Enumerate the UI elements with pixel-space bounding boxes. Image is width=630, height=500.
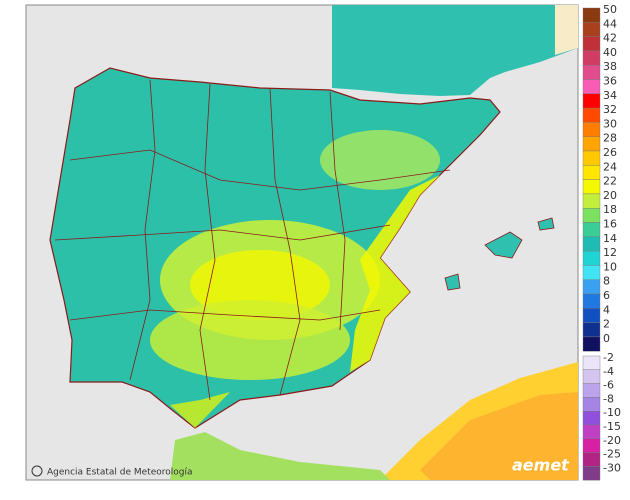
legend-label: 30 xyxy=(603,117,617,130)
legend-swatch xyxy=(582,466,601,481)
legend-swatch xyxy=(582,107,601,123)
legend-swatch xyxy=(582,355,601,371)
legend-label: 34 xyxy=(603,89,617,102)
france-east xyxy=(555,5,578,55)
legend-swatch xyxy=(582,136,601,152)
morocco xyxy=(170,432,390,480)
legend-label: 6 xyxy=(603,289,610,302)
legend-swatch xyxy=(582,250,601,266)
france xyxy=(332,5,578,96)
legend-swatch xyxy=(582,265,601,280)
legend-label: 18 xyxy=(603,203,617,216)
legend-swatch xyxy=(582,438,601,453)
legend-swatch xyxy=(582,452,601,467)
legend-swatch xyxy=(582,36,601,52)
legend-swatch xyxy=(582,150,601,166)
legend-swatch xyxy=(582,122,601,137)
legend-label: 22 xyxy=(603,175,617,188)
legend-label: 4 xyxy=(603,303,610,316)
legend-label: -20 xyxy=(603,434,621,447)
legend-swatch xyxy=(582,279,601,295)
legend-label: 26 xyxy=(603,146,617,159)
legend-swatch xyxy=(582,179,601,195)
legend-label: 50 xyxy=(603,3,617,16)
map: Agencia Estatal de Meteorología aemet xyxy=(25,4,579,481)
legend-label: 32 xyxy=(603,103,617,116)
ibiza xyxy=(444,273,461,291)
legend-label: -8 xyxy=(603,392,614,405)
legend-swatch xyxy=(582,64,601,80)
legend-swatch xyxy=(582,411,601,426)
copyright-icon xyxy=(31,465,43,477)
legend-label: 44 xyxy=(603,17,617,30)
legend-label: 8 xyxy=(603,275,610,288)
legend-swatch xyxy=(582,424,601,440)
legend-swatch xyxy=(582,207,601,223)
africa-hot xyxy=(420,392,578,480)
logo: aemet xyxy=(512,456,570,475)
legend-label: 42 xyxy=(603,32,617,45)
legend-label: 40 xyxy=(603,46,617,59)
legend-swatch xyxy=(582,93,601,109)
legend-label: -15 xyxy=(603,420,621,433)
legend-swatch xyxy=(582,50,601,66)
legend-swatch xyxy=(582,369,601,384)
east-coast xyxy=(350,175,440,372)
legend-swatch xyxy=(582,222,601,238)
legend-label: 38 xyxy=(603,60,617,73)
legend-label: -6 xyxy=(603,379,614,392)
legend-label: 20 xyxy=(603,189,617,202)
legend-swatch xyxy=(582,22,601,37)
legend-swatch xyxy=(582,293,601,309)
legend-label: 36 xyxy=(603,75,617,88)
legend-swatch xyxy=(582,383,601,398)
cadiz-warm xyxy=(170,392,230,428)
legend-label: 12 xyxy=(603,246,617,259)
legend-label: 16 xyxy=(603,218,617,231)
legend-label: 28 xyxy=(603,132,617,145)
legend-label: 24 xyxy=(603,160,617,173)
legend-label: -10 xyxy=(603,406,621,419)
legend-swatch xyxy=(582,79,601,95)
legend-swatch xyxy=(582,7,601,23)
legend-swatch xyxy=(582,336,601,352)
mallorca xyxy=(484,231,523,259)
legend-label: 2 xyxy=(603,318,610,331)
legend-label: 0 xyxy=(603,332,610,345)
legend-label: -4 xyxy=(603,365,614,378)
legend-swatch xyxy=(582,165,601,180)
legend: 5044424038363432302826242220181614121086… xyxy=(582,3,621,481)
legend-swatch xyxy=(582,322,601,338)
ebro-valley xyxy=(320,130,440,190)
legend-swatch xyxy=(582,193,601,209)
province-borders xyxy=(54,79,451,401)
legend-label: -2 xyxy=(603,351,614,364)
legend-label: -30 xyxy=(603,461,621,474)
legend-swatch xyxy=(582,397,601,412)
menorca xyxy=(537,217,555,231)
legend-swatch xyxy=(582,308,601,323)
legend-label: -25 xyxy=(603,448,621,461)
legend-swatch xyxy=(582,236,601,252)
legend-label: 10 xyxy=(603,260,617,273)
credit: Agencia Estatal de Meteorología xyxy=(47,468,193,478)
legend-label: 14 xyxy=(603,232,617,245)
